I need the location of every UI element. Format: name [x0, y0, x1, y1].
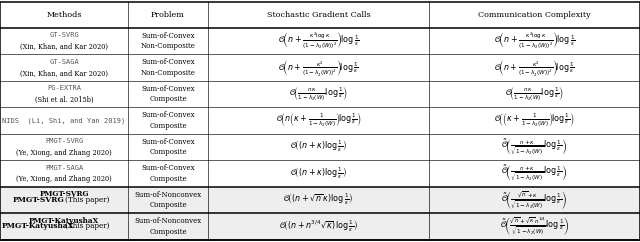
- Text: Sum-of-Convex
Composite: Sum-of-Convex Composite: [141, 138, 195, 156]
- Text: $\mathcal{O}\!\left(n\left(\kappa + \frac{1}{1-\lambda_2(W)}\right)\!\log \frac{: $\mathcal{O}\!\left(n\left(\kappa + \fra…: [276, 112, 361, 129]
- Text: PMGT-KatyushaX: PMGT-KatyushaX: [2, 222, 75, 230]
- Text: Sum-of-Convex
Composite: Sum-of-Convex Composite: [141, 164, 195, 183]
- Text: Stochastic Gradient Calls: Stochastic Gradient Calls: [267, 11, 370, 19]
- Text: (Ye, Xiong, and Zhang 2020): (Ye, Xiong, and Zhang 2020): [16, 149, 112, 157]
- Text: $\mathcal{O}\!\left(n + \frac{\kappa^2 \log \kappa}{(1-\lambda_2(W))^2}\right)\!: $\mathcal{O}\!\left(n + \frac{\kappa^2 \…: [278, 31, 359, 52]
- Text: $\mathcal{O}\!\left(\frac{n\kappa}{1-\lambda_2(W)}\log \frac{1}{\epsilon}\right): $\mathcal{O}\!\left(\frac{n\kappa}{1-\la…: [289, 85, 348, 103]
- Text: $\mathcal{O}\!\left(\frac{n\kappa}{1-\lambda_2(W)}\log \frac{1}{\epsilon}\right): $\mathcal{O}\!\left(\frac{n\kappa}{1-\la…: [505, 85, 564, 103]
- Text: GT-SVRG: GT-SVRG: [49, 32, 79, 38]
- Text: $\mathcal{O}\!\left(n + \frac{\kappa^2 \log \kappa}{(1-\lambda_2(W))^2}\right)\!: $\mathcal{O}\!\left(n + \frac{\kappa^2 \…: [493, 31, 575, 52]
- Text: Sum-of-Nonconvex
Composite: Sum-of-Nonconvex Composite: [134, 191, 202, 209]
- Bar: [0, 213, 640, 240]
- Text: $\tilde{\mathcal{O}}\!\left(\frac{n+\kappa}{\sqrt{1-\lambda_2(W)}}\log \frac{1}{: $\tilde{\mathcal{O}}\!\left(\frac{n+\kap…: [501, 137, 568, 157]
- Text: PMGT-KatyushaX: PMGT-KatyushaX: [29, 217, 99, 225]
- Text: $\mathcal{O}\!\left(n + \frac{\kappa^2}{(1-\lambda_2(W))^2}\right)\!\log \frac{1: $\mathcal{O}\!\left(n + \frac{\kappa^2}{…: [494, 58, 575, 77]
- Text: (Xin, Khan, and Kar 2020): (Xin, Khan, and Kar 2020): [20, 69, 108, 77]
- Text: Sum-of-Nonconvex
Composite: Sum-of-Nonconvex Composite: [134, 217, 202, 235]
- Text: $\mathcal{O}\!\left((n+\kappa)\log \frac{1}{\epsilon}\right)$: $\mathcal{O}\!\left((n+\kappa)\log \frac…: [290, 166, 347, 181]
- Text: (This paper): (This paper): [65, 222, 109, 230]
- Text: $\mathcal{O}\!\left((n+\kappa)\log \frac{1}{\epsilon}\right)$: $\mathcal{O}\!\left((n+\kappa)\log \frac…: [290, 139, 347, 154]
- Text: $\tilde{\mathcal{O}}\!\left(\frac{n+\kappa}{\sqrt{1-\lambda_2(W)}}\log \frac{1}{: $\tilde{\mathcal{O}}\!\left(\frac{n+\kap…: [501, 163, 568, 183]
- Text: Sum-of-Convex
Non-Composite: Sum-of-Convex Non-Composite: [141, 32, 195, 50]
- Text: (Xin, Khan, and Kar 2020): (Xin, Khan, and Kar 2020): [20, 43, 108, 51]
- Text: PMGT-SVRG: PMGT-SVRG: [12, 196, 65, 204]
- Text: Sum-of-Convex
Composite: Sum-of-Convex Composite: [141, 85, 195, 103]
- Text: Sum-of-Convex
Non-Composite: Sum-of-Convex Non-Composite: [141, 58, 195, 77]
- Text: PG-EXTRA: PG-EXTRA: [47, 85, 81, 91]
- Text: (Shi et al. 2015b): (Shi et al. 2015b): [35, 96, 93, 104]
- Text: Communication Complexity: Communication Complexity: [478, 11, 591, 19]
- Text: (This paper): (This paper): [65, 196, 109, 204]
- Text: $\tilde{\mathcal{O}}\!\left(\frac{\sqrt{n}+\kappa}{\sqrt{1-\lambda_2(W)}}\log \f: $\tilde{\mathcal{O}}\!\left(\frac{\sqrt{…: [501, 189, 568, 211]
- Text: $\mathcal{O}\!\left(n + \frac{\kappa^2}{(1-\lambda_2(W))^2}\right)\!\log \frac{1: $\mathcal{O}\!\left(n + \frac{\kappa^2}{…: [278, 58, 359, 77]
- Bar: [0, 187, 640, 213]
- Text: GT-SAGA: GT-SAGA: [49, 59, 79, 65]
- Text: PMGT-SVRG: PMGT-SVRG: [39, 190, 89, 198]
- Text: Methods: Methods: [46, 11, 82, 19]
- Text: $\mathcal{O}\!\left((n+\sqrt{n}\,\kappa)\log \frac{1}{\epsilon}\right)$: $\mathcal{O}\!\left((n+\sqrt{n}\,\kappa)…: [284, 192, 353, 207]
- Text: $\mathcal{O}\!\left((n+n^{3/4}\sqrt{\kappa})\log \frac{1}{\epsilon}\right)$: $\mathcal{O}\!\left((n+n^{3/4}\sqrt{\kap…: [279, 219, 358, 234]
- Text: $\mathcal{O}\!\left(\left(\kappa + \frac{1}{1-\lambda_2(W)}\right)\!\log \frac{1: $\mathcal{O}\!\left(\left(\kappa + \frac…: [494, 112, 575, 129]
- Text: PMGT-SVRG: PMGT-SVRG: [45, 138, 83, 144]
- Text: Sum-of-Convex
Composite: Sum-of-Convex Composite: [141, 111, 195, 130]
- Text: (Ye, Xiong, and Zhang 2020): (Ye, Xiong, and Zhang 2020): [16, 175, 112, 183]
- Text: PMGT-SAGA: PMGT-SAGA: [45, 165, 83, 171]
- Text: $\tilde{\mathcal{O}}\!\left(\frac{\sqrt{n}+\sqrt{\kappa}\,n^{1/4}}{\sqrt{1-\lamb: $\tilde{\mathcal{O}}\!\left(\frac{\sqrt{…: [500, 216, 569, 237]
- Text: Problem: Problem: [151, 11, 185, 19]
- Text: NIDS  (Li, Shi, and Yan 2019): NIDS (Li, Shi, and Yan 2019): [3, 117, 125, 124]
